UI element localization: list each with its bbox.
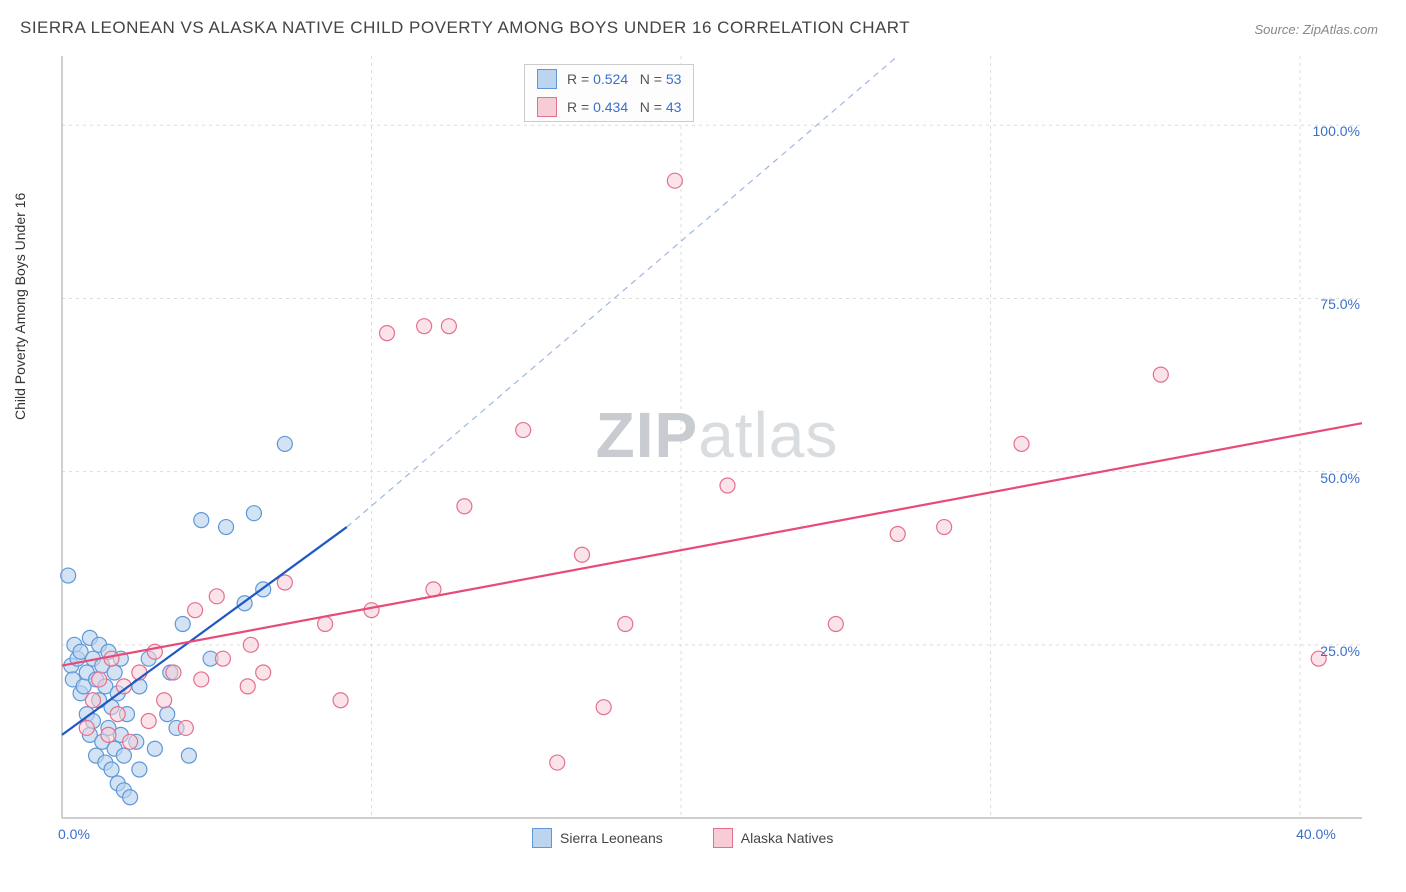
legend-stat-text: R = 0.434 N = 43 <box>567 99 681 115</box>
correlation-legend-row: R = 0.524 N = 53 <box>525 65 693 93</box>
legend-swatch <box>537 97 557 117</box>
series-legend: Sierra Leoneans Alaska Natives <box>532 828 833 848</box>
correlation-legend-row: R = 0.434 N = 43 <box>525 93 693 121</box>
x-tick-label: 0.0% <box>58 826 90 842</box>
legend-swatch <box>713 828 733 848</box>
legend-swatch <box>537 69 557 89</box>
y-axis-label: Child Poverty Among Boys Under 16 <box>12 193 28 420</box>
y-tick-label: 75.0% <box>1320 296 1360 312</box>
chart-title: SIERRA LEONEAN VS ALASKA NATIVE CHILD PO… <box>20 18 910 38</box>
chart-area: ZIPatlas R = 0.524 N = 53R = 0.434 N = 4… <box>52 56 1382 846</box>
source-attribution: Source: ZipAtlas.com <box>1254 22 1378 37</box>
y-tick-label: 25.0% <box>1320 643 1360 659</box>
x-tick-label: 40.0% <box>1296 826 1336 842</box>
series-legend-label: Alaska Natives <box>741 830 834 846</box>
correlation-legend: R = 0.524 N = 53 R = 0.434 N = 43 <box>524 64 694 122</box>
y-tick-label: 100.0% <box>1313 123 1360 139</box>
legend-stat-text: R = 0.524 N = 53 <box>567 71 681 87</box>
y-tick-label: 50.0% <box>1320 470 1360 486</box>
series-legend-item: Sierra Leoneans <box>532 828 663 848</box>
legend-swatch <box>532 828 552 848</box>
series-legend-item: Alaska Natives <box>713 828 834 848</box>
scatter-chart-svg <box>52 56 1382 846</box>
series-legend-label: Sierra Leoneans <box>560 830 663 846</box>
